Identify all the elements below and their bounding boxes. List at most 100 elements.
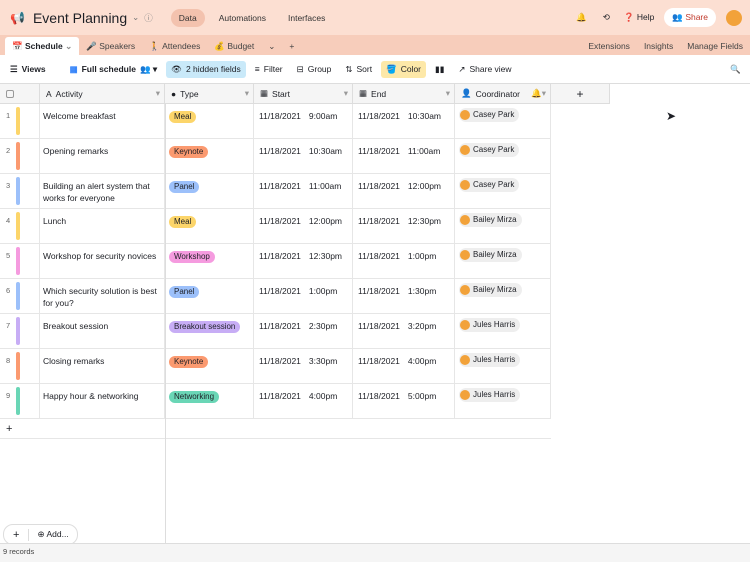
cell-coordinator[interactable]: Casey Park: [455, 174, 551, 209]
table-row[interactable]: 3 Building an alert system that works fo…: [0, 174, 551, 209]
manage-fields-button[interactable]: Manage Fields: [687, 41, 743, 51]
cell-type[interactable]: Networking: [165, 384, 254, 419]
cell-start[interactable]: 11/18/2021 10:30am: [254, 139, 353, 174]
cell-type[interactable]: Panel: [165, 174, 254, 209]
views-button[interactable]: ☰ Views: [10, 63, 46, 75]
table-row[interactable]: 2 Opening remarks Keynote 11/18/2021 10:3…: [0, 139, 551, 174]
nav-interfaces[interactable]: Interfaces: [288, 12, 326, 23]
add-menu-button[interactable]: ⊕ Add...: [37, 529, 69, 539]
cell-activity[interactable]: Workshop for security novices: [40, 244, 165, 279]
insights-button[interactable]: Insights: [643, 41, 674, 51]
search-icon[interactable]: 🔍: [730, 63, 741, 74]
cell-coordinator[interactable]: Bailey Mirza: [455, 244, 551, 279]
cell-coordinator[interactable]: Casey Park: [455, 104, 551, 139]
cell-start[interactable]: 11/18/2021 12:00pm: [254, 209, 353, 244]
cell-coordinator[interactable]: Bailey Mirza: [455, 209, 551, 244]
tab-attendees[interactable]: 🚶 Attendees: [149, 40, 201, 52]
cell-coordinator[interactable]: Jules Harris: [455, 349, 551, 384]
cell-type[interactable]: Meal: [165, 104, 254, 139]
table-row[interactable]: 5 Workshop for security novices Workshop…: [0, 244, 551, 279]
cell-activity[interactable]: Closing remarks: [40, 349, 165, 384]
end-time: 10:30am: [407, 111, 442, 121]
cell-end[interactable]: 11/18/2021 3:20pm: [353, 314, 455, 349]
cell-end[interactable]: 11/18/2021 1:00pm: [353, 244, 455, 279]
view-switcher[interactable]: ▦ Full schedule 👥 ▾: [69, 63, 158, 75]
cell-end[interactable]: 11/18/2021 5:00pm: [353, 384, 455, 419]
cell-activity[interactable]: Building an alert system that works for …: [40, 174, 165, 209]
cell-coordinator[interactable]: Bailey Mirza: [455, 279, 551, 314]
cell-type[interactable]: Breakout session: [165, 314, 254, 349]
cell-type[interactable]: Meal: [165, 209, 254, 244]
cell-activity[interactable]: Breakout session: [40, 314, 165, 349]
cell-activity[interactable]: Happy hour & networking: [40, 384, 165, 419]
cell-activity[interactable]: Opening remarks: [40, 139, 165, 174]
cell-type[interactable]: Keynote: [165, 139, 254, 174]
row-height-icon[interactable]: ▮▮: [435, 63, 445, 74]
history-icon[interactable]: ⟲: [602, 12, 610, 22]
hidden-fields-button[interactable]: 👁 2 hidden fields: [166, 60, 246, 78]
cell-start[interactable]: 11/18/2021 4:00pm: [254, 384, 353, 419]
color-button[interactable]: 🪣 Color: [381, 60, 427, 78]
column-header-end[interactable]: ▦ End ▾: [353, 84, 455, 104]
cell-coordinator[interactable]: Jules Harris: [455, 314, 551, 349]
select-all-checkbox[interactable]: [0, 84, 40, 104]
table-row[interactable]: 4 Lunch Meal 11/18/2021 12:00pm 11/18/202…: [0, 209, 551, 244]
end-date: 11/18/2021: [358, 181, 400, 191]
cell-type[interactable]: Keynote: [165, 349, 254, 384]
cell-activity[interactable]: Welcome breakfast: [40, 104, 165, 139]
cell-coordinator[interactable]: Casey Park: [455, 139, 551, 174]
bell-icon[interactable]: 🔔: [576, 12, 587, 22]
tab-speakers[interactable]: 🎤 Speakers: [86, 40, 136, 52]
cell-start[interactable]: 11/18/2021 3:30pm: [254, 349, 353, 384]
cell-type[interactable]: Workshop: [165, 244, 254, 279]
group-button[interactable]: ⊟ Group: [296, 63, 332, 75]
nav-data[interactable]: Data: [170, 8, 205, 27]
add-field-button[interactable]: +: [551, 84, 610, 104]
cell-end[interactable]: 11/18/2021 1:30pm: [353, 279, 455, 314]
column-header-start[interactable]: ▦ Start ▾: [254, 84, 353, 104]
tab-budget[interactable]: 💰 Budget: [214, 40, 255, 52]
cell-start[interactable]: 11/18/2021 11:00am: [254, 174, 353, 209]
base-title[interactable]: Event Planning: [32, 9, 128, 26]
cell-end[interactable]: 11/18/2021 12:30pm: [353, 209, 455, 244]
add-record-button[interactable]: +: [4, 528, 30, 541]
row-number-label: 6: [6, 286, 11, 295]
cell-end[interactable]: 11/18/2021 10:30am: [353, 104, 455, 139]
filter-button[interactable]: ≡ Filter: [254, 64, 283, 74]
chevron-down-icon[interactable]: ⌄: [132, 12, 140, 22]
cell-start[interactable]: 11/18/2021 1:00pm: [254, 279, 353, 314]
table-row[interactable]: 9 Happy hour & networking Networking 11/…: [0, 384, 551, 419]
coordinator-chip: Jules Harris: [459, 388, 521, 402]
column-header-coordinator[interactable]: 👤 Coordinator 🔔▾: [455, 84, 551, 104]
cell-activity[interactable]: Which security solution is best for you?: [40, 279, 165, 314]
cell-start[interactable]: 11/18/2021 9:00am: [254, 104, 353, 139]
table-row[interactable]: 1 Welcome breakfast Meal 11/18/2021 9:00a…: [0, 104, 551, 139]
user-avatar[interactable]: [726, 9, 742, 26]
nav-automations[interactable]: Automations: [218, 12, 266, 23]
table-row[interactable]: 6 Which security solution is best for yo…: [0, 279, 551, 314]
cell-type[interactable]: Panel: [165, 279, 254, 314]
info-icon[interactable]: ⓘ: [144, 12, 153, 23]
start-time: 3:30pm: [308, 356, 338, 366]
type-pill: Panel: [169, 286, 200, 298]
column-header-type[interactable]: ● Type ▾: [165, 84, 254, 104]
add-table-button[interactable]: +: [289, 41, 295, 51]
cell-coordinator[interactable]: Jules Harris: [455, 384, 551, 419]
extensions-button[interactable]: Extensions: [588, 41, 630, 51]
cell-start[interactable]: 11/18/2021 2:30pm: [254, 314, 353, 349]
cell-start[interactable]: 11/18/2021 12:30pm: [254, 244, 353, 279]
more-tabs-icon[interactable]: ⌄: [268, 40, 276, 51]
tab-schedule[interactable]: 📅 Schedule ⌄: [5, 37, 80, 55]
share-button[interactable]: 👥 Share: [664, 8, 716, 27]
sort-button[interactable]: ⇅ Sort: [345, 63, 373, 75]
add-row-button[interactable]: +: [0, 420, 551, 439]
share-view-button[interactable]: ↗ Share view: [458, 63, 512, 75]
table-row[interactable]: 8 Closing remarks Keynote 11/18/2021 3:30…: [0, 349, 551, 384]
help-button[interactable]: ❓ Help: [623, 12, 655, 22]
cell-end[interactable]: 11/18/2021 11:00am: [353, 139, 455, 174]
cell-end[interactable]: 11/18/2021 12:00pm: [353, 174, 455, 209]
cell-end[interactable]: 11/18/2021 4:00pm: [353, 349, 455, 384]
column-header-activity[interactable]: A Activity ▾: [40, 84, 165, 104]
cell-activity[interactable]: Lunch: [40, 209, 165, 244]
table-row[interactable]: 7 Breakout session Breakout session 11/1…: [0, 314, 551, 349]
